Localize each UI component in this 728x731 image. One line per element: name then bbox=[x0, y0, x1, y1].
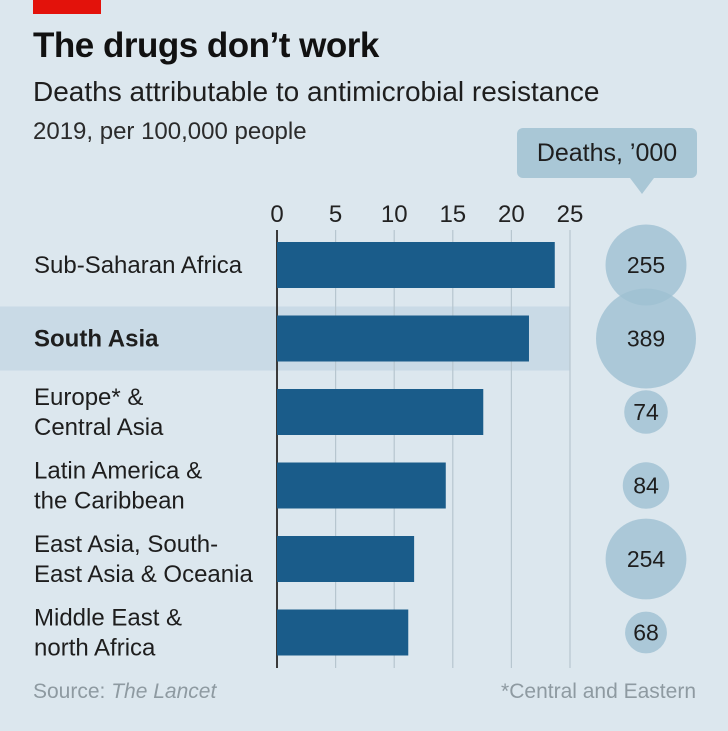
bar bbox=[277, 242, 555, 288]
deaths-value-label: 254 bbox=[627, 546, 666, 572]
bubble-legend-pointer bbox=[630, 178, 654, 194]
x-tick-label: 5 bbox=[329, 201, 342, 228]
bar bbox=[277, 315, 529, 362]
category-label: north Africa bbox=[34, 635, 156, 662]
deaths-bubble bbox=[605, 224, 687, 306]
category-label: South Asia bbox=[34, 326, 159, 353]
deaths-bubble bbox=[625, 611, 667, 654]
footnote: *Central and Eastern bbox=[501, 680, 696, 703]
category-label: Latin America & bbox=[34, 458, 202, 485]
deaths-value-label: 74 bbox=[633, 399, 659, 425]
category-label: Middle East & bbox=[34, 605, 182, 632]
bar bbox=[277, 609, 409, 656]
bar bbox=[277, 462, 446, 509]
deaths-value-label: 255 bbox=[627, 252, 665, 278]
category-label: Central Asia bbox=[34, 414, 164, 441]
deaths-bubble bbox=[596, 288, 696, 389]
x-tick-label: 15 bbox=[439, 201, 466, 228]
category-label: the Caribbean bbox=[34, 488, 185, 515]
deaths-bubble bbox=[622, 462, 670, 509]
chart-title: The drugs don’t work bbox=[33, 26, 379, 65]
deaths-bubble bbox=[605, 518, 687, 600]
source-note: Source: The Lancet bbox=[33, 680, 216, 704]
category-label: East Asia, South- bbox=[34, 531, 218, 558]
brand-tag bbox=[33, 0, 101, 14]
deaths-value-label: 84 bbox=[633, 473, 659, 499]
chart-subtitle: Deaths attributable to antimicrobial res… bbox=[33, 76, 600, 107]
x-tick-label: 25 bbox=[557, 201, 584, 228]
deaths-value-label: 68 bbox=[633, 620, 659, 646]
chart-unit-label: 2019, per 100,000 people bbox=[33, 118, 307, 145]
bar bbox=[277, 536, 415, 582]
x-tick-label: 10 bbox=[381, 201, 408, 228]
category-label: Europe* & bbox=[34, 384, 143, 411]
x-tick-label: 20 bbox=[498, 201, 525, 228]
deaths-value-label: 389 bbox=[627, 326, 665, 352]
bubble-legend-label: Deaths, ’000 bbox=[517, 128, 697, 178]
x-tick-label: 0 bbox=[270, 201, 283, 228]
source-prefix: Source: bbox=[33, 680, 112, 703]
source-name: The Lancet bbox=[111, 680, 217, 703]
category-label: East Asia & Oceania bbox=[34, 561, 253, 588]
bar bbox=[277, 389, 484, 435]
category-label: Sub-Saharan Africa bbox=[34, 252, 243, 279]
deaths-bubble bbox=[624, 390, 668, 434]
